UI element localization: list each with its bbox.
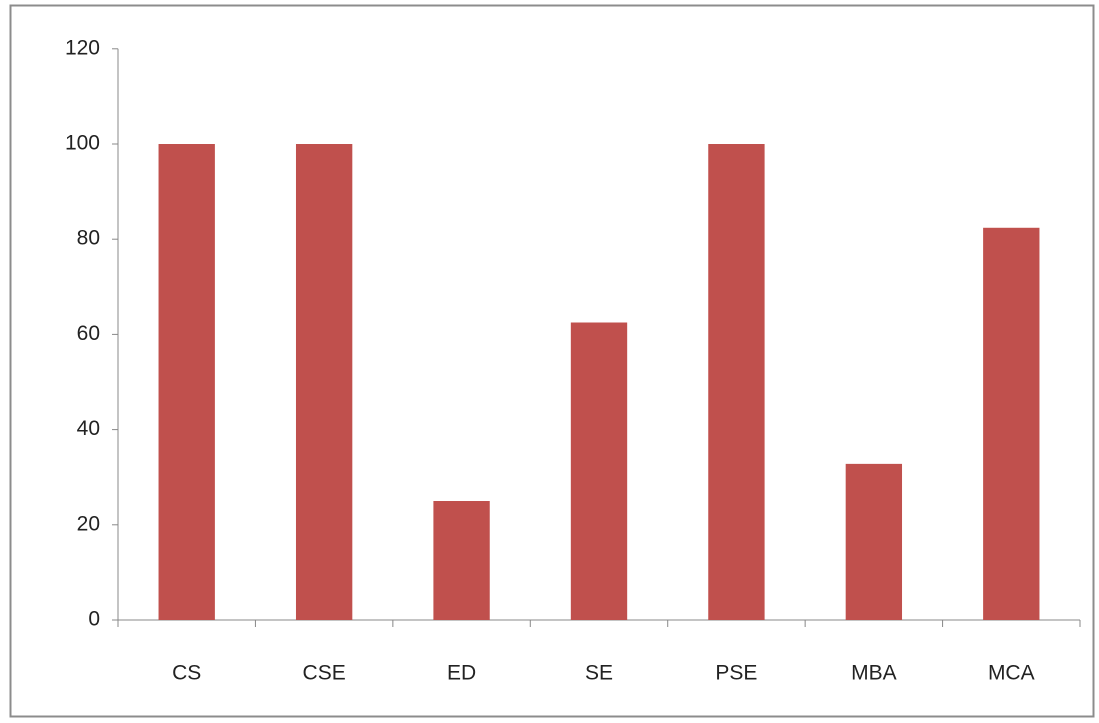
bar	[433, 501, 490, 620]
y-tick-label: 120	[65, 36, 100, 59]
x-tick-label: SE	[585, 662, 613, 685]
y-tick-label: 80	[77, 227, 100, 250]
x-tick-label: ED	[447, 662, 476, 685]
y-tick-label: 0	[88, 608, 100, 631]
x-tick-label: PSE	[715, 662, 757, 685]
x-tick-label: CSE	[303, 662, 346, 685]
bar	[845, 463, 903, 620]
bar	[570, 322, 628, 620]
x-tick-label: MBA	[851, 662, 897, 685]
bar	[158, 144, 215, 620]
y-tick-label: 20	[77, 512, 100, 535]
bar	[295, 144, 353, 620]
bar	[708, 144, 765, 620]
y-tick-label: 40	[77, 417, 100, 440]
x-tick-label: MCA	[988, 662, 1035, 685]
y-tick-label: 100	[65, 132, 100, 155]
x-tick-label: CS	[172, 662, 201, 685]
bar	[983, 227, 1040, 620]
y-tick-label: 60	[77, 322, 100, 345]
